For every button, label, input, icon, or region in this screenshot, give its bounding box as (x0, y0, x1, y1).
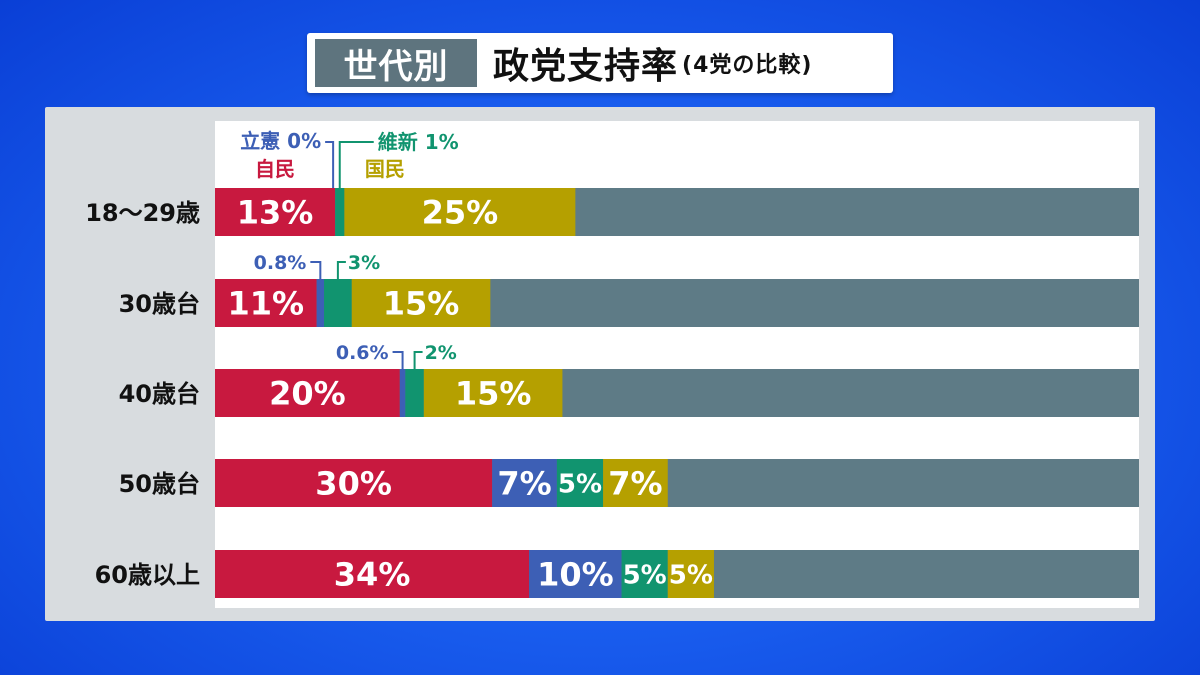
annotation-label: 維新 1% (378, 130, 459, 154)
category-label: 40歳台 (119, 380, 200, 408)
bar-segment-dpfp (667, 550, 714, 598)
bar-segment-cdp (316, 279, 325, 327)
leader-line (338, 141, 374, 188)
data-label: 13% (237, 194, 314, 232)
data-label: 5% (623, 560, 667, 590)
category-label: 30歳台 (119, 290, 200, 318)
category-label: 18〜29歳 (85, 199, 200, 227)
title-main-text: 政党支持率 (493, 46, 679, 87)
bar-segment-cdp (399, 369, 406, 417)
annotation-label: 自民 (255, 157, 295, 181)
category-label: 60歳以上 (95, 561, 200, 589)
bar-segment-ishin (405, 369, 424, 417)
data-label: 25% (422, 194, 499, 232)
leader-line (413, 351, 423, 369)
annotation-label: 2% (425, 342, 457, 364)
bar-segment-ldp (215, 550, 530, 598)
annotation-label: 0.8% (254, 252, 307, 274)
leader-line (310, 261, 322, 279)
data-label: 5% (558, 469, 602, 499)
bar-segment-dpfp (351, 279, 491, 327)
data-label: 7% (497, 465, 551, 503)
bar-segment-ldp (215, 188, 336, 236)
chart-title: 政党支持率 (4党の比較) (493, 33, 812, 93)
bar-segment-ldp (215, 459, 493, 507)
data-label: 30% (315, 465, 392, 503)
bar-segment-cdp (492, 459, 557, 507)
bar-segment-ishin (324, 279, 352, 327)
leader-line (336, 261, 346, 279)
data-label: 7% (608, 465, 662, 503)
data-label: 11% (228, 285, 305, 323)
data-label: 15% (455, 375, 532, 413)
title-tag: 世代別 (315, 39, 477, 87)
bar-segment-ldp (215, 369, 400, 417)
annotation-label: 立憲 0% (240, 129, 321, 153)
chart-title-box: 世代別 政党支持率 (4党の比較) (307, 33, 893, 93)
data-label: 5% (669, 560, 713, 590)
bar-segment-ishin (556, 459, 604, 507)
leader-line (392, 351, 404, 369)
annotation-label: 国民 (365, 157, 405, 181)
category-label: 50歳台 (119, 470, 200, 498)
annotation-label: 3% (348, 252, 380, 274)
bar-segment-ldp (215, 279, 317, 327)
bar-segment-dpfp (344, 188, 576, 236)
title-subtitle: (4党の比較) (682, 53, 813, 78)
leader-line (325, 141, 335, 188)
data-label: 34% (334, 556, 411, 594)
bar-segment-dpfp (603, 459, 668, 507)
bar-segment-ishin (621, 550, 668, 598)
annotation-label: 0.6% (336, 342, 389, 364)
data-label: 10% (537, 556, 614, 594)
bar-segment-ishin (335, 188, 345, 236)
bar-segment-cdp (529, 550, 622, 598)
bar-segment-dpfp (423, 369, 563, 417)
data-label: 15% (383, 285, 460, 323)
data-label: 20% (269, 375, 346, 413)
